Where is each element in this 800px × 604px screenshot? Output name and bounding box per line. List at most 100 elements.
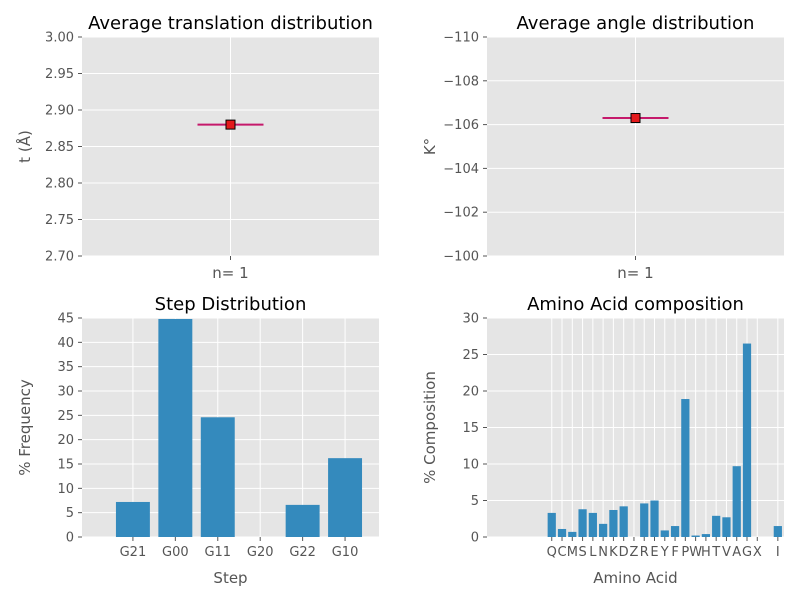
bar (115, 501, 150, 537)
chart-panel-2: −110 −108 −106 −104 −102 −100 n= 1 K° Average an… (421, 13, 784, 282)
x-tick-label: X (753, 545, 762, 560)
x-tick-label: I (776, 545, 780, 560)
bar (599, 523, 608, 537)
x-tick-label: W (689, 545, 702, 560)
x-tick-label: G20 (247, 545, 274, 560)
bar (158, 318, 193, 537)
chart-title: Average translation distribution (88, 13, 373, 34)
y-tick-label: −108 (443, 74, 479, 89)
x-axis-label: Amino Acid (593, 569, 677, 587)
x-tick-label: H (701, 545, 711, 560)
x-tick-label: G11 (204, 545, 231, 560)
bar (732, 466, 741, 537)
x-axis-label: n= 1 (617, 264, 653, 282)
y-tick-label: 35 (57, 360, 74, 375)
x-tick-label: E (650, 545, 658, 560)
y-tick-label: 2.85 (45, 140, 74, 155)
bar (578, 509, 587, 537)
bar (701, 534, 711, 537)
data-point (225, 119, 236, 130)
bar (691, 535, 700, 537)
x-tick-label: Z (630, 545, 639, 560)
y-tick-label: −104 (443, 162, 479, 177)
y-tick-label: 40 (57, 336, 74, 351)
x-tick-label: G10 (332, 545, 359, 560)
y-tick-label: 5 (66, 506, 74, 521)
y-tick-label: −110 (443, 31, 479, 46)
x-tick-label: G00 (162, 545, 189, 560)
y-tick-label: 10 (57, 482, 74, 497)
x-tick-label: Q (547, 545, 557, 560)
y-axis-label: % Frequency (16, 379, 34, 476)
bar (742, 343, 752, 537)
x-tick-label: N (598, 545, 608, 560)
y-tick-label: −100 (443, 250, 479, 265)
y-tick-label: 30 (57, 385, 74, 400)
y-tick-label: 45 (57, 312, 74, 327)
x-tick-label: K (609, 545, 618, 560)
x-tick-label: T (711, 545, 720, 560)
chart-title: Average angle distribution (517, 13, 755, 34)
y-tick-label: 2.95 (45, 67, 74, 82)
y-axis-label: t (Å) (15, 130, 34, 163)
bar (588, 512, 597, 537)
y-tick-label: −106 (443, 118, 479, 133)
bar (640, 503, 649, 537)
bar (285, 504, 320, 537)
bar (712, 515, 721, 537)
x-axis-label: n= 1 (212, 264, 248, 282)
chart-panel-3: 0 5 10 15 20 25 30 35 40 45 G21 G00 G11 G20 G22 G10 Step… (16, 294, 379, 587)
data-point (630, 113, 641, 124)
bar (328, 458, 363, 537)
y-tick-label: −102 (443, 206, 479, 221)
y-tick-label: 30 (462, 312, 479, 327)
x-tick-label: G22 (289, 545, 316, 560)
y-tick-label: 0 (471, 531, 479, 546)
y-tick-label: 2.75 (45, 213, 74, 228)
x-tick-label: F (671, 545, 678, 560)
chart-panel-1: 2.70 2.75 2.80 2.85 2.90 2.95 3.00 n= 1 t (Å) Ave… (15, 13, 379, 282)
y-tick-label: 2.80 (45, 177, 74, 192)
x-tick-label: D (619, 545, 629, 560)
x-tick-label: P (681, 545, 689, 560)
bar (619, 506, 628, 537)
x-tick-label: G (742, 545, 752, 560)
bar (722, 517, 731, 537)
bar (200, 417, 235, 537)
x-tick-label: S (578, 545, 586, 560)
y-tick-label: 0 (66, 531, 74, 546)
y-tick-label: 15 (462, 421, 479, 436)
x-tick-label: V (722, 545, 731, 560)
chart-title: Amino Acid composition (527, 294, 744, 315)
chart-panel-4: 0 5 10 15 20 25 30 Q C M S L N K D Z R E Y F P WH T V A G X I Amino … (421, 294, 784, 587)
bar (609, 509, 618, 537)
y-tick-label: 2.70 (45, 250, 74, 265)
y-tick-label: 3.00 (45, 31, 74, 46)
x-tick-label: C (557, 545, 566, 560)
x-tick-label: A (732, 545, 741, 560)
bar (568, 531, 577, 537)
x-tick-label: R (640, 545, 649, 560)
y-tick-label: 25 (57, 409, 74, 424)
y-tick-label: 20 (57, 433, 74, 448)
y-axis-label: % Composition (421, 371, 439, 484)
chart-title: Step Distribution (155, 294, 307, 315)
bar (773, 526, 782, 537)
bar (681, 399, 690, 537)
x-tick-label: L (589, 545, 597, 560)
y-tick-label: 25 (462, 348, 479, 363)
y-tick-label: 20 (462, 385, 479, 400)
bar (650, 500, 659, 537)
x-tick-label: G21 (120, 545, 147, 560)
bar (547, 512, 556, 537)
x-axis-label: Step (213, 569, 247, 587)
bar (557, 528, 567, 537)
bar (670, 526, 680, 537)
y-tick-label: 10 (462, 458, 479, 473)
x-tick-label: M (567, 545, 578, 560)
y-tick-label: 5 (471, 494, 479, 509)
x-tick-label: Y (660, 545, 669, 560)
y-tick-label: 2.90 (45, 104, 74, 119)
y-axis-label: K° (421, 138, 439, 155)
